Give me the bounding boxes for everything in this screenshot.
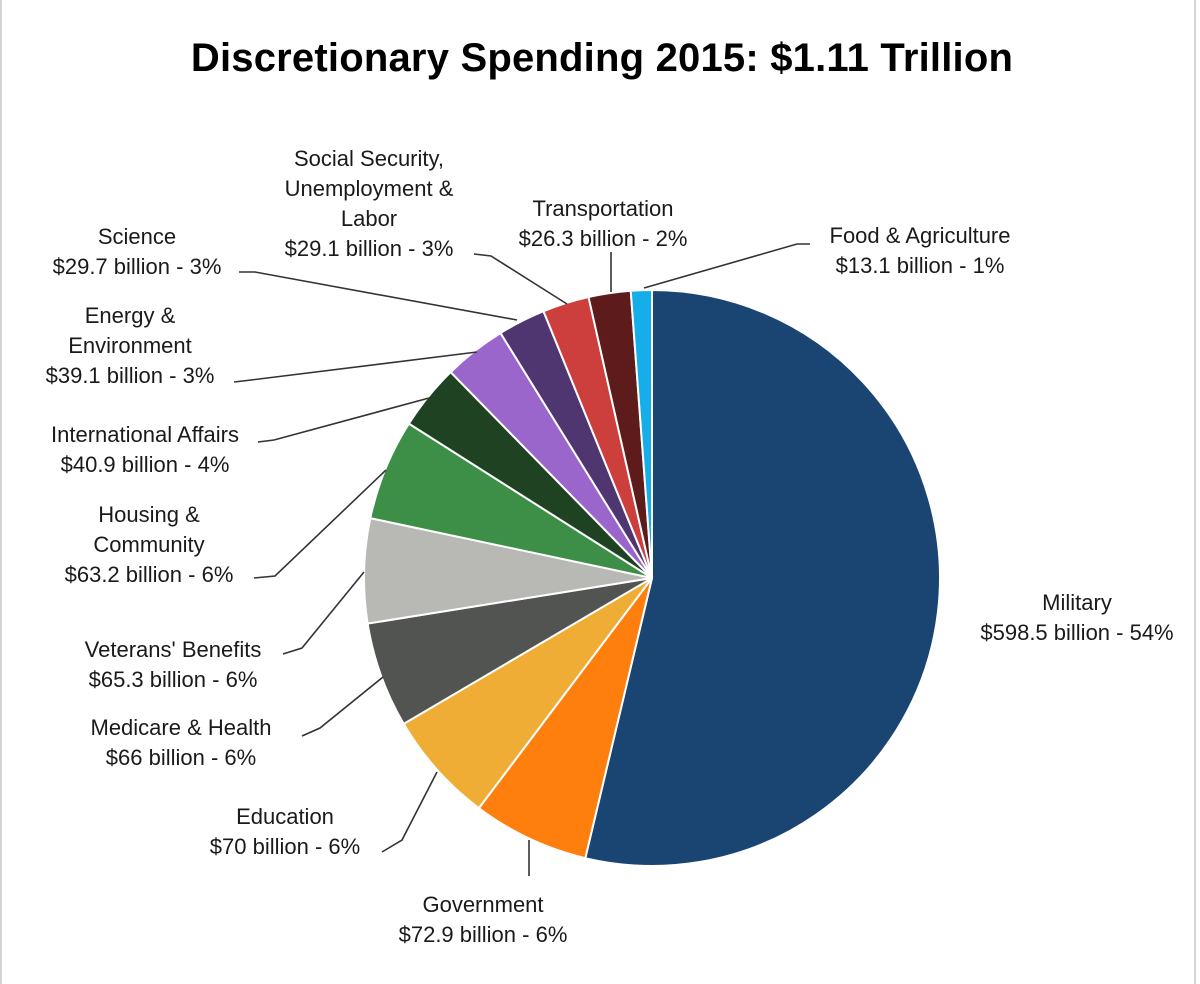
slice-label-line: Community	[93, 532, 204, 557]
slice-label-energy-environment: Energy & Environment $39.1 billion - 3%	[46, 303, 215, 388]
leader-lines	[233, 243, 810, 876]
slice-label-line: $70 billion - 6%	[210, 834, 360, 859]
slice-label-education: Education $70 billion - 6%	[210, 804, 360, 859]
leader-line-international-affairs	[257, 397, 430, 443]
slice-label-line: Education	[236, 804, 334, 829]
slice-label-line: Transportation	[532, 196, 673, 221]
slice-label-line: Government	[422, 892, 543, 917]
slice-label-line: Social Security,	[294, 146, 444, 171]
slice-label-line: Energy &	[85, 303, 176, 328]
slice-label-line: $13.1 billion - 1%	[836, 253, 1005, 278]
slice-label-line: Food & Agriculture	[830, 223, 1011, 248]
slice-label-line: International Affairs	[51, 422, 239, 447]
leader-line-medicare-health	[301, 676, 384, 737]
pie-slice-education	[402, 577, 653, 810]
pie-slice-military	[584, 289, 941, 867]
slice-label-international-affairs: International Affairs $40.9 billion - 4%	[51, 422, 239, 477]
slice-label-line: $598.5 billion - 54%	[980, 620, 1173, 645]
leader-line-housing-community	[253, 469, 387, 579]
slice-label-line: $72.9 billion - 6%	[399, 922, 568, 947]
slice-label-line: Labor	[341, 206, 397, 231]
slice-label-line: Military	[1042, 590, 1112, 615]
slice-label-food-agriculture: Food & Agriculture $13.1 billion - 1%	[830, 223, 1011, 278]
slice-label-line: $26.3 billion - 2%	[519, 226, 688, 251]
slice-label-line: $29.1 billion - 3%	[285, 236, 454, 261]
slice-label-line: $65.3 billion - 6%	[89, 667, 258, 692]
slice-label-transportation: Transportation $26.3 billion - 2%	[519, 196, 688, 251]
leader-line-energy-environment	[233, 351, 478, 383]
slice-label-line: Veterans' Benefits	[85, 637, 262, 662]
slice-label-line: Science	[98, 224, 176, 249]
slice-label-line: Environment	[68, 333, 192, 358]
slice-label-line: Unemployment &	[285, 176, 454, 201]
slice-labels: Military $598.5 billion - 54% Government $7…	[46, 146, 1174, 947]
slice-label-line: $39.1 billion - 3%	[46, 363, 215, 388]
leader-line-social-security-unemployment-labor	[473, 253, 568, 305]
leader-line-science	[239, 271, 518, 321]
slice-label-military: Military $598.5 billion - 54%	[980, 590, 1173, 645]
slice-label-science: Science $29.7 billion - 3%	[53, 224, 222, 279]
leader-line-veterans-benefits	[282, 571, 365, 655]
pie-slice-government	[477, 577, 653, 860]
slice-label-government: Government $72.9 billion - 6%	[399, 892, 568, 947]
leader-line-food-agriculture	[643, 243, 810, 289]
slice-label-line: $40.9 billion - 4%	[61, 452, 230, 477]
slice-label-line: $29.7 billion - 3%	[53, 254, 222, 279]
leader-line-education	[381, 771, 438, 853]
slice-label-line: Medicare & Health	[91, 715, 272, 740]
pie-slices	[363, 289, 941, 867]
slice-label-housing-community: Housing & Community $63.2 billion - 6%	[65, 502, 234, 587]
slice-label-line: Housing &	[98, 502, 200, 527]
chart-title: Discretionary Spending 2015: $1.11 Trill…	[190, 36, 1014, 80]
slice-label-veterans-benefits: Veterans' Benefits $65.3 billion - 6%	[85, 637, 262, 692]
slice-label-line: $66 billion - 6%	[106, 745, 256, 770]
slice-label-medicare-health: Medicare & Health $66 billion - 6%	[91, 715, 272, 770]
slice-label-line: $63.2 billion - 6%	[65, 562, 234, 587]
slice-label-social-security-unemployment-labor: Social Security, Unemployment & Labor $29.1…	[285, 146, 454, 261]
pie-slice-food-agriculture	[629, 289, 653, 579]
